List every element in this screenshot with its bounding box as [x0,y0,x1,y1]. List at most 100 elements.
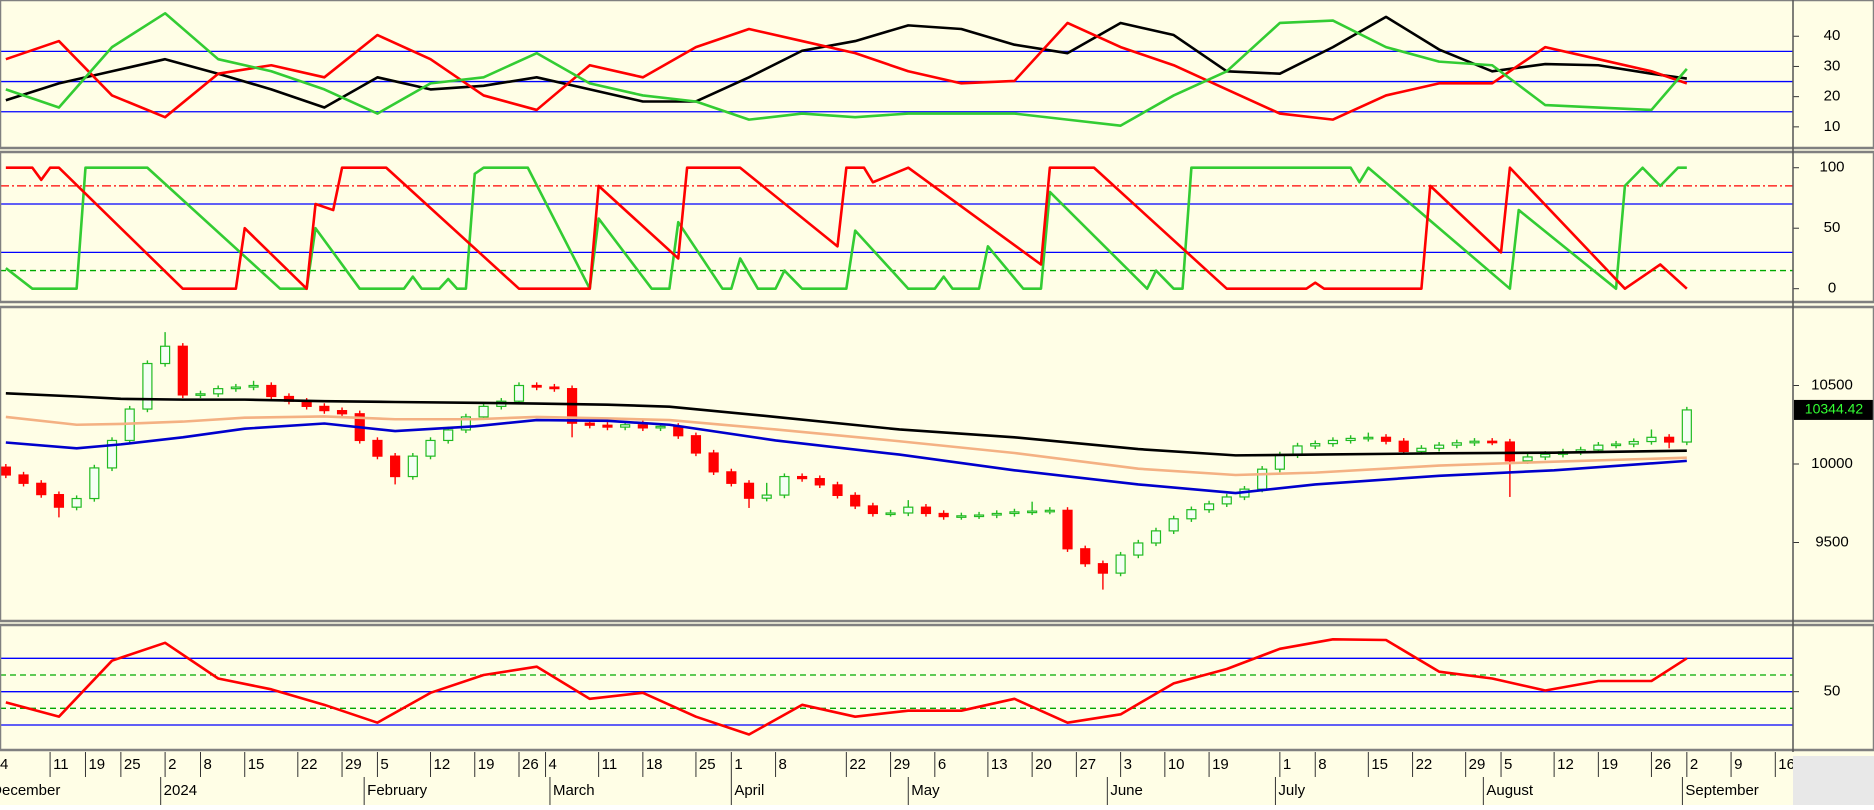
candle-body [1009,511,1020,515]
panel-frame [0,150,1874,304]
candle-body [850,494,861,507]
y-tick-label: 10000 [1811,455,1853,472]
candle-body [1628,440,1639,445]
x-tick-label: 1 [734,756,742,773]
x-tick-label: 11 [53,756,69,773]
x-tick-label: 25 [699,756,716,773]
candle-body [956,515,967,518]
candle-body [1186,509,1197,520]
candle-body [390,455,401,478]
candle-body [53,494,65,508]
x-tick-label: 4 [549,756,557,773]
candle-body [319,405,330,412]
month-label: August [1486,782,1534,799]
candle-body [637,424,648,429]
x-tick-label: 22 [301,756,318,773]
month-label: September [1685,782,1758,799]
series-line [5,166,1688,290]
candle-body [1027,510,1038,514]
x-tick-label: 8 [779,756,787,773]
candle-body [1097,563,1109,574]
price-tag-label: 10344.42 [1805,401,1864,417]
candle-body [1681,409,1692,443]
candle-body [1327,439,1339,445]
candle-body [566,388,578,424]
candle-body [248,384,259,388]
candle-body [726,471,737,484]
candle-body [779,475,790,496]
candle-body [1664,436,1675,443]
candle-body [460,416,472,431]
candle-body [708,452,719,473]
month-label: June [1110,782,1143,799]
x-tick-label: 15 [248,756,265,773]
candle-body [1416,447,1427,453]
candle-body [1363,436,1374,440]
candle-body [89,467,100,500]
candle-body [1150,530,1162,544]
series-line [5,21,1688,121]
panel-frame [0,0,1874,150]
candle-body [1487,440,1498,444]
month-label: March [553,782,595,799]
candle-body [531,384,542,388]
x-tick-label: 5 [1504,756,1512,773]
candle-body [513,384,525,402]
candle-body [177,345,188,396]
candle-body [903,506,914,514]
candle-body [832,484,843,497]
y-tick-label: 9500 [1815,533,1848,550]
panel [0,166,1793,290]
x-tick-label: 26 [1654,756,1671,773]
candle-body [584,422,595,426]
series-line [5,166,1687,290]
candle-body [1310,442,1321,447]
x-tick-label: 22 [1416,756,1433,773]
series-line [5,415,1687,477]
x-tick-label: 19 [1212,756,1229,773]
candle-body [620,424,631,428]
panel [0,11,1793,127]
candle-body [1451,442,1462,446]
candle-body [867,505,878,515]
x-tick-label: 12 [1557,756,1574,773]
candle-body [1115,554,1126,574]
month-label: April [734,782,764,799]
series-line [5,11,1688,127]
candle-body [1522,456,1533,462]
candle-body [0,466,11,476]
x-tick-label: 29 [894,756,911,773]
x-tick-label: 8 [203,756,211,773]
candle-body [1593,444,1604,451]
axis-corner [1793,756,1874,805]
candle-body [655,425,666,429]
candle-body [814,478,825,486]
panel-frame [0,623,1874,752]
candle-body [1274,454,1285,470]
candle-body [938,512,949,518]
y-tick-label: 40 [1824,27,1841,44]
candle-body [407,455,418,478]
candle-body [1221,496,1232,505]
x-tick-label: 10 [1168,756,1185,773]
month-label: February [367,782,428,799]
x-tick-label: 15 [1371,756,1388,773]
x-tick-label: 11 [602,756,618,773]
candle-body [1540,453,1551,458]
x-tick-label: 12 [434,756,451,773]
candle-body [195,393,206,396]
x-tick-label: 29 [345,756,362,773]
candle-body [1257,468,1268,490]
y-tick-label: 10 [1824,118,1841,135]
candle-body [761,494,772,499]
candle-body [1168,518,1179,532]
x-tick-label: 8 [1318,756,1326,773]
candle-body [1203,503,1215,511]
candle-body [372,439,383,457]
month-label: December [0,782,60,799]
x-tick-label: 22 [849,756,866,773]
x-axis: 4 11 19 25 2 8 15 22 29 5 12 19 26 4 11 18 25 1 8 22 29 6 13 20… [0,752,1793,805]
candle-body [1044,509,1055,513]
candle-body [1133,542,1144,556]
